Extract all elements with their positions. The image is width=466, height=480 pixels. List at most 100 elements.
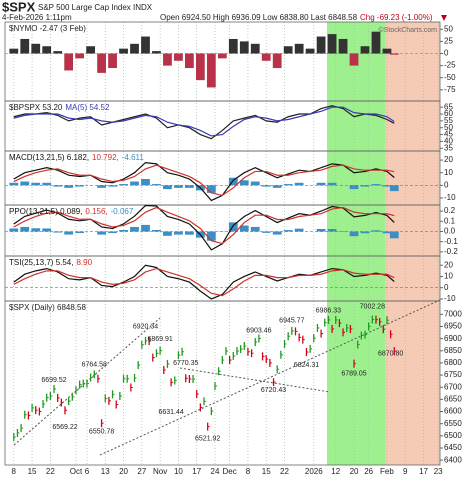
- series-line: [13, 161, 395, 202]
- price-annotation: 6870.80: [378, 351, 403, 358]
- hist-bar: [294, 228, 304, 232]
- y-tick-label: 6500: [444, 431, 462, 440]
- highlight-green: [327, 22, 385, 465]
- hist-bar: [152, 184, 161, 186]
- y-tick-label: 0.1: [444, 216, 456, 225]
- hist-bar: [42, 46, 52, 54]
- hist-bar: [261, 53, 271, 61]
- x-tick-label: 13: [101, 467, 110, 476]
- panel-label: $SPX (Daily) 6848.58: [9, 303, 86, 312]
- hist-bar: [9, 48, 19, 54]
- hist-bar: [228, 38, 238, 54]
- price-annotation: 6569.22: [52, 424, 77, 431]
- date: 4-Feb-2026 1:11pm: [2, 13, 72, 22]
- y-tick-label: -0.2: [444, 247, 458, 256]
- x-tick-label: 15: [262, 467, 271, 476]
- price-annotation: 6550.78: [89, 428, 114, 435]
- hist-bar: [283, 230, 293, 232]
- hist-bar: [75, 231, 85, 234]
- hist-bar: [250, 181, 260, 186]
- hist-bar: [174, 53, 183, 61]
- hist-bar: [327, 228, 337, 232]
- y-tick-label: 45: [444, 130, 453, 139]
- x-tick-label: 2026: [305, 467, 323, 476]
- index-name: S&P 500 Large Cap Index INDX: [38, 3, 153, 12]
- hist-bar: [327, 34, 337, 54]
- hist-bar: [75, 53, 85, 59]
- hist-bar: [185, 185, 194, 188]
- hist-bar: [349, 53, 359, 66]
- y-tick-label: 20: [444, 155, 453, 164]
- legend-entry: $BPSPX 53.20: [9, 103, 63, 112]
- hist-bar: [119, 48, 128, 54]
- hist-bar: [130, 181, 139, 186]
- hist-bar: [185, 231, 194, 235]
- hist-bar: [53, 185, 63, 187]
- x-tick-label: Feb: [380, 467, 394, 476]
- hist-bar: [9, 228, 19, 232]
- y-tick-label: 0.2: [444, 206, 456, 215]
- hist-bar: [272, 231, 282, 235]
- hist-bar: [294, 43, 304, 54]
- hist-bar: [64, 185, 74, 188]
- legend-entry: -0.067: [111, 207, 134, 216]
- legend-entry: TSI(25,13,7) 5.54,: [9, 258, 73, 267]
- y-tick-label: 6750: [444, 370, 462, 379]
- price-annotation: 6720.43: [261, 387, 286, 394]
- hist-bar: [185, 53, 194, 69]
- hist-bar: [283, 184, 293, 186]
- x-tick-label: 9: [403, 467, 408, 476]
- x-tick-label: 24: [211, 467, 220, 476]
- hist-bar: [42, 182, 52, 186]
- hist-bar: [382, 185, 392, 187]
- hist-bar: [239, 41, 249, 54]
- legend-entry: 8.90: [76, 258, 92, 267]
- hist-bar: [239, 180, 249, 186]
- y-tick-label: 0: [444, 180, 449, 189]
- y-tick-label: 7000: [444, 309, 462, 318]
- hist-bar: [305, 48, 315, 54]
- hist-bar: [389, 185, 399, 192]
- hist-bar: [360, 231, 370, 234]
- hist-bar: [53, 231, 63, 233]
- hist-bar: [261, 185, 271, 187]
- x-tick-label: 20: [119, 467, 128, 476]
- y-tick-label: 10: [444, 272, 453, 281]
- hist-bar: [327, 182, 337, 186]
- hist-bar: [206, 53, 216, 88]
- series-line: [13, 164, 395, 197]
- series-line: [13, 267, 395, 297]
- price-annotation: 6770.35: [173, 360, 198, 367]
- y-tick-label: 6800: [444, 358, 462, 367]
- x-tick-label: 22: [280, 467, 289, 476]
- series-line: [13, 105, 395, 140]
- price-annotation: 6986.33: [316, 308, 341, 315]
- hist-bar: [272, 185, 282, 188]
- y-tick-label: 60: [444, 109, 453, 118]
- x-tick-label: 17: [419, 467, 428, 476]
- hist-bar: [272, 53, 282, 69]
- hist-bar: [31, 182, 41, 186]
- y-tick-label: 20: [444, 260, 453, 269]
- x-tick-label: 23: [434, 467, 443, 476]
- panel-frame: [4, 300, 441, 466]
- hist-bar: [371, 184, 381, 186]
- hist-bar: [31, 43, 41, 54]
- hist-bar: [371, 31, 381, 54]
- y-tick-label: 0: [444, 283, 449, 292]
- hist-bar: [316, 36, 326, 54]
- hist-bar: [228, 222, 238, 232]
- hist-bar: [206, 231, 216, 241]
- hist-bar: [152, 229, 161, 232]
- x-tick-label: Dec: [223, 467, 237, 476]
- hist-bar: [152, 51, 161, 54]
- hist-bar: [20, 181, 30, 186]
- hist-bar: [130, 43, 139, 54]
- hist-bar: [294, 182, 304, 186]
- hist-bar: [239, 225, 249, 232]
- x-tick-label: 12: [331, 467, 340, 476]
- y-tick-label: 35: [444, 143, 453, 152]
- hist-bar: [141, 224, 150, 232]
- change: Chg -69.23 (-1.00%): [360, 13, 433, 22]
- price-annotation: 6699.52: [41, 377, 66, 384]
